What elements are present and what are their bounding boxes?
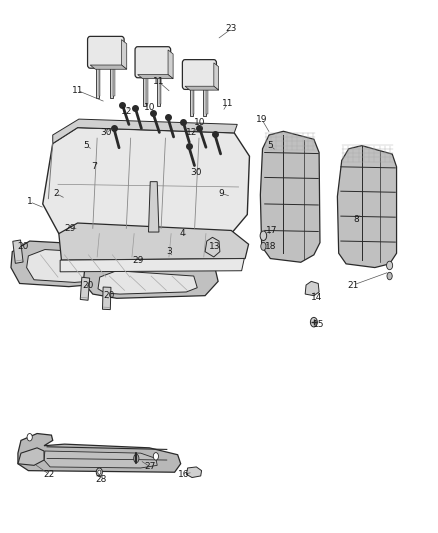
Polygon shape: [205, 237, 220, 257]
Polygon shape: [59, 223, 249, 260]
Polygon shape: [27, 249, 140, 282]
Polygon shape: [121, 39, 127, 69]
Text: 11: 11: [222, 99, 233, 108]
Polygon shape: [43, 127, 250, 233]
Bar: [99, 65, 100, 96]
Text: 2: 2: [53, 189, 59, 198]
Text: 12: 12: [186, 128, 198, 138]
Bar: [160, 75, 162, 104]
Text: 11: 11: [72, 86, 83, 95]
Polygon shape: [80, 277, 90, 300]
Text: 10: 10: [144, 103, 155, 112]
Text: 30: 30: [191, 167, 202, 176]
Text: 9: 9: [218, 189, 224, 198]
Text: 5: 5: [83, 141, 89, 150]
Polygon shape: [18, 433, 181, 472]
Bar: [110, 65, 113, 98]
Polygon shape: [305, 281, 319, 296]
Polygon shape: [53, 119, 237, 143]
Text: 4: 4: [179, 229, 185, 238]
Polygon shape: [44, 451, 157, 468]
Text: 30: 30: [100, 128, 112, 138]
Text: 5: 5: [268, 141, 273, 150]
Text: 1: 1: [27, 197, 32, 206]
Text: 27: 27: [145, 463, 156, 471]
Text: 18: 18: [265, 242, 276, 251]
Bar: [146, 75, 148, 104]
Text: 20: 20: [18, 242, 29, 251]
Bar: [113, 65, 115, 96]
Text: 20: 20: [104, 291, 115, 300]
FancyBboxPatch shape: [88, 36, 124, 68]
Text: 19: 19: [256, 115, 268, 124]
Ellipse shape: [153, 453, 159, 460]
Text: 21: 21: [347, 280, 359, 289]
FancyBboxPatch shape: [135, 47, 171, 78]
Polygon shape: [185, 86, 219, 90]
Polygon shape: [60, 259, 244, 272]
Ellipse shape: [96, 468, 102, 477]
FancyBboxPatch shape: [182, 60, 216, 90]
Bar: [203, 86, 206, 117]
Text: 16: 16: [177, 470, 189, 479]
Ellipse shape: [98, 470, 101, 474]
Polygon shape: [11, 241, 159, 287]
Text: 29: 29: [64, 224, 76, 233]
Bar: [193, 86, 194, 115]
Polygon shape: [168, 50, 173, 79]
Ellipse shape: [387, 261, 392, 270]
Bar: [143, 75, 146, 107]
Polygon shape: [337, 146, 396, 268]
Polygon shape: [186, 467, 201, 478]
Text: 13: 13: [209, 242, 220, 251]
Bar: [95, 65, 99, 98]
Ellipse shape: [260, 231, 267, 240]
Text: 22: 22: [44, 470, 55, 479]
Text: 12: 12: [121, 107, 132, 116]
Ellipse shape: [311, 317, 318, 327]
Text: 10: 10: [194, 118, 205, 127]
Polygon shape: [138, 75, 173, 79]
Polygon shape: [260, 131, 320, 262]
Bar: [190, 86, 193, 117]
Ellipse shape: [134, 454, 139, 463]
Polygon shape: [90, 65, 127, 69]
Text: 20: 20: [82, 280, 93, 289]
Text: 14: 14: [311, 293, 323, 302]
Text: 8: 8: [353, 215, 359, 224]
Text: 17: 17: [265, 226, 277, 235]
Text: 11: 11: [153, 77, 165, 86]
Bar: [206, 86, 208, 115]
Polygon shape: [83, 260, 218, 298]
Ellipse shape: [387, 272, 392, 280]
Text: 7: 7: [91, 163, 96, 171]
Text: 28: 28: [95, 475, 106, 484]
Text: 3: 3: [166, 247, 172, 256]
Text: 15: 15: [313, 320, 325, 329]
Ellipse shape: [27, 433, 32, 441]
Ellipse shape: [261, 243, 266, 251]
Polygon shape: [214, 63, 219, 90]
Text: 29: 29: [133, 256, 144, 265]
Bar: [157, 75, 160, 107]
Polygon shape: [13, 240, 23, 263]
Polygon shape: [18, 448, 44, 465]
Text: 23: 23: [226, 25, 237, 34]
Polygon shape: [148, 182, 159, 232]
Polygon shape: [102, 287, 111, 310]
Polygon shape: [98, 271, 197, 294]
